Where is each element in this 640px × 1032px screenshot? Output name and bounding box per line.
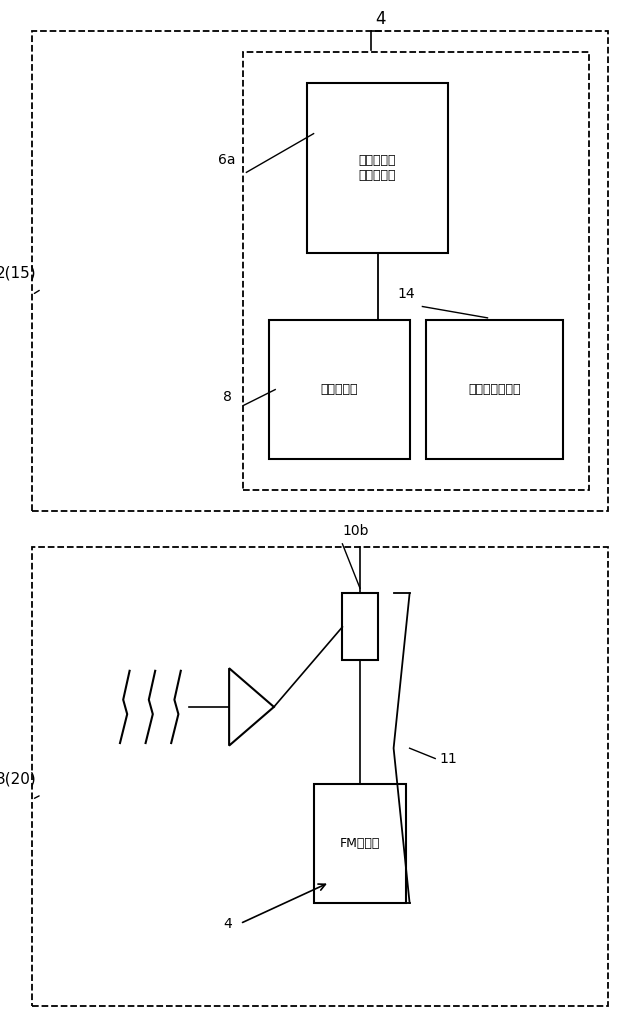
Text: 2(15): 2(15) [0, 266, 36, 281]
Text: 8: 8 [223, 390, 232, 405]
Bar [426, 320, 563, 459]
Bar [342, 593, 378, 660]
Bar [243, 52, 589, 490]
Text: 音声発生部: 音声発生部 [321, 383, 358, 396]
Text: 3(20): 3(20) [0, 772, 36, 786]
Text: 第１の音声
発生操作部: 第１の音声 発生操作部 [359, 154, 396, 182]
Text: 6a: 6a [218, 153, 236, 167]
Bar [314, 784, 406, 903]
Bar [32, 547, 608, 1006]
Text: FMラジオ: FMラジオ [340, 837, 380, 850]
Text: 14: 14 [397, 287, 415, 301]
Text: 10b: 10b [342, 524, 369, 539]
Bar [269, 320, 410, 459]
Bar [32, 31, 608, 511]
Bar [307, 83, 448, 253]
Text: 11: 11 [439, 751, 457, 766]
Text: 4: 4 [223, 916, 232, 931]
Text: シガーリケット: シガーリケット [468, 383, 521, 396]
Text: 4: 4 [376, 9, 386, 28]
